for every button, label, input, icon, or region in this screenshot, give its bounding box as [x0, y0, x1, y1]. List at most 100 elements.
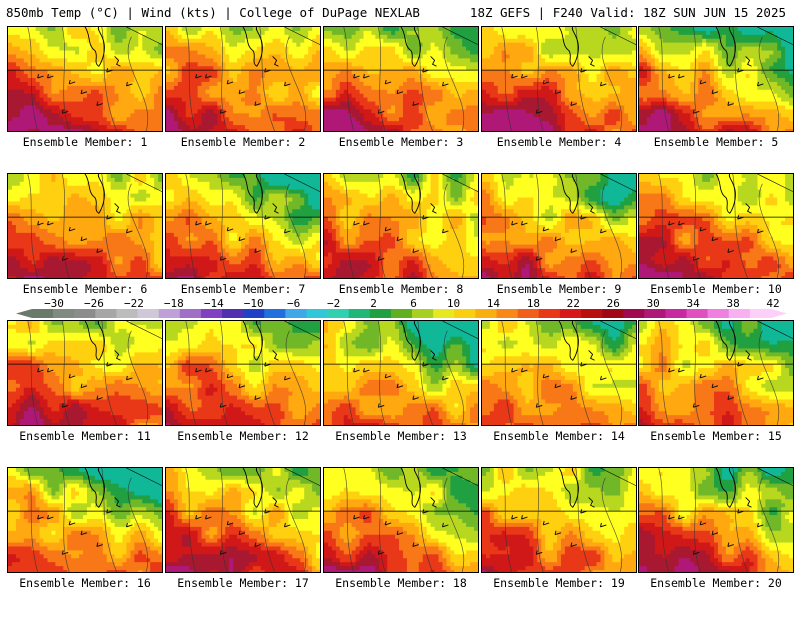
colorbar-tick-label: −2 — [327, 297, 340, 310]
ensemble-member-panel: Ensemble Member: 18 — [323, 467, 479, 627]
colorbar-tick-label: 22 — [567, 297, 580, 310]
colorbar-swatch — [665, 309, 686, 318]
ensemble-member-label: Ensemble Member: 4 — [481, 135, 637, 149]
colorbar-low-arrow — [16, 309, 32, 318]
temperature-field-map — [638, 26, 794, 132]
colorbar-swatch — [623, 309, 644, 318]
colorbar-swatch — [475, 309, 496, 318]
ensemble-member-label: Ensemble Member: 13 — [323, 429, 479, 443]
colorbar-tick-label: 38 — [726, 297, 739, 310]
colorbar-swatch — [159, 309, 180, 318]
colorbar-swatch — [222, 309, 243, 318]
colorbar-tick-label: 2 — [370, 297, 377, 310]
ensemble-member-label: Ensemble Member: 15 — [638, 429, 794, 443]
ensemble-member-label: Ensemble Member: 11 — [7, 429, 163, 443]
colorbar-swatch — [539, 309, 560, 318]
ensemble-member-panel: Ensemble Member: 2 — [165, 26, 321, 186]
colorbar-tick-label: 14 — [487, 297, 501, 310]
colorbar-swatch — [243, 309, 264, 318]
colorbar-swatch — [306, 309, 327, 318]
ensemble-member-panel: Ensemble Member: 3 — [323, 26, 479, 186]
temperature-field-map — [638, 320, 794, 426]
colorbar-swatch — [581, 309, 602, 318]
temperature-field-map — [323, 467, 479, 573]
colorbar-swatch — [560, 309, 581, 318]
colorbar-tick-label: −22 — [124, 297, 144, 310]
run-valid-time: 18Z GEFS | F240 Valid: 18Z SUN JUN 15 20… — [470, 5, 786, 20]
colorbar-swatch — [644, 309, 665, 318]
ensemble-member-label: Ensemble Member: 10 — [638, 282, 794, 296]
colorbar-swatch — [391, 309, 412, 318]
ensemble-member-label: Ensemble Member: 17 — [165, 576, 321, 590]
colorbar-swatch — [201, 309, 222, 318]
ensemble-member-label: Ensemble Member: 19 — [481, 576, 637, 590]
map-title: 850mb Temp (°C) | Wind (kts) | College o… — [6, 5, 420, 20]
ensemble-member-label: Ensemble Member: 12 — [165, 429, 321, 443]
colorbar-tick-label: 10 — [447, 297, 460, 310]
colorbar-tick-label: −10 — [244, 297, 264, 310]
ensemble-member-panel: Ensemble Member: 1 — [7, 26, 163, 186]
temperature-field-map — [481, 173, 637, 279]
temperature-field-map — [7, 467, 163, 573]
colorbar-swatch — [328, 309, 349, 318]
temperature-field-map — [481, 320, 637, 426]
colorbar-swatch — [285, 309, 306, 318]
colorbar-tick-label: −18 — [164, 297, 184, 310]
colorbar-tick-label: −6 — [287, 297, 300, 310]
colorbar-swatch — [433, 309, 454, 318]
colorbar-tick-label: 34 — [687, 297, 701, 310]
colorbar-swatch — [53, 309, 74, 318]
colorbar-swatch — [95, 309, 116, 318]
temperature-field-map — [481, 26, 637, 132]
ensemble-member-label: Ensemble Member: 1 — [7, 135, 163, 149]
ensemble-member-panel: Ensemble Member: 13 — [323, 320, 479, 480]
temperature-field-map — [638, 173, 794, 279]
temperature-field-map — [481, 467, 637, 573]
ensemble-member-label: Ensemble Member: 8 — [323, 282, 479, 296]
colorbar-tick-label: 6 — [410, 297, 417, 310]
ensemble-member-panel: Ensemble Member: 4 — [481, 26, 637, 186]
colorbar-swatch — [32, 309, 53, 318]
colorbar-tick-label: −14 — [204, 297, 224, 310]
colorbar-high-arrow — [771, 309, 787, 318]
temperature-field-map — [7, 320, 163, 426]
colorbar-swatch — [729, 309, 750, 318]
colorbar-swatch — [602, 309, 623, 318]
colorbar-swatch — [497, 309, 518, 318]
temperature-field-map — [323, 26, 479, 132]
colorbar-swatch — [138, 309, 159, 318]
temperature-field-map — [638, 467, 794, 573]
ensemble-member-label: Ensemble Member: 16 — [7, 576, 163, 590]
ensemble-member-panel: Ensemble Member: 5 — [638, 26, 794, 186]
ensemble-member-label: Ensemble Member: 18 — [323, 576, 479, 590]
ensemble-member-label: Ensemble Member: 9 — [481, 282, 637, 296]
temperature-field-map — [7, 173, 163, 279]
temperature-field-map — [323, 320, 479, 426]
temperature-field-map — [165, 173, 321, 279]
colorbar-tick-label: 30 — [647, 297, 660, 310]
colorbar-swatch — [412, 309, 433, 318]
temperature-field-map — [165, 320, 321, 426]
colorbar-swatch — [454, 309, 475, 318]
ensemble-member-label: Ensemble Member: 5 — [638, 135, 794, 149]
ensemble-member-panel: Ensemble Member: 14 — [481, 320, 637, 480]
colorbar-swatch — [180, 309, 201, 318]
colorbar-swatch — [708, 309, 729, 318]
colorbar-swatch — [264, 309, 285, 318]
ensemble-member-label: Ensemble Member: 14 — [481, 429, 637, 443]
colorbar-swatch — [518, 309, 539, 318]
ensemble-member-label: Ensemble Member: 6 — [7, 282, 163, 296]
colorbar-swatch — [750, 309, 771, 318]
ensemble-member-panel: Ensemble Member: 20 — [638, 467, 794, 627]
colorbar-tick-label: −30 — [44, 297, 64, 310]
ensemble-member-panel: Ensemble Member: 19 — [481, 467, 637, 627]
colorbar-swatch — [74, 309, 95, 318]
ensemble-member-label: Ensemble Member: 3 — [323, 135, 479, 149]
temperature-field-map — [323, 173, 479, 279]
ensemble-member-label: Ensemble Member: 7 — [165, 282, 321, 296]
colorbar-tick-label: 18 — [527, 297, 540, 310]
colorbar-swatch — [349, 309, 370, 318]
colorbar-swatch — [116, 309, 137, 318]
colorbar-tick-label: 42 — [766, 297, 779, 310]
